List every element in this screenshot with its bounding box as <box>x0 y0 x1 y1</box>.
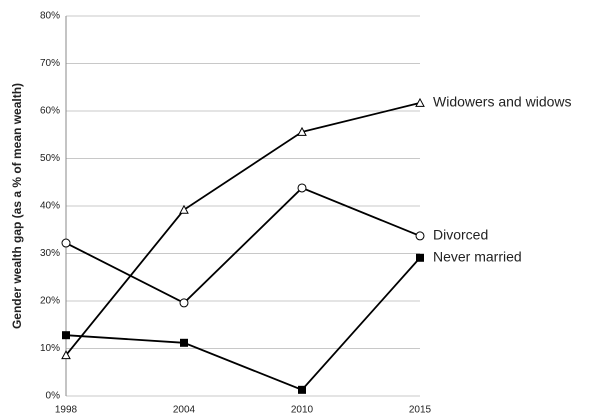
marker <box>61 350 71 360</box>
marker <box>179 204 189 214</box>
series-line <box>65 102 421 356</box>
series-line <box>65 257 421 391</box>
marker <box>297 126 307 136</box>
series-line <box>65 186 421 304</box>
y-tick-label: 70% <box>40 58 60 69</box>
x-tick-label: 2004 <box>173 405 196 416</box>
y-tick-label: 80% <box>40 11 60 22</box>
y-tick-label: 30% <box>40 248 60 259</box>
marker <box>415 231 425 241</box>
marker <box>416 253 424 262</box>
marker <box>415 97 425 107</box>
y-tick-label: 20% <box>40 296 60 307</box>
x-tick-label: 2010 <box>291 405 314 416</box>
marker <box>298 385 306 394</box>
x-tick-label: 2015 <box>409 405 432 416</box>
x-tick-label: 1998 <box>55 405 78 416</box>
marker <box>179 298 189 308</box>
marker <box>62 331 70 340</box>
y-tick-label: 10% <box>40 343 60 354</box>
y-tick-label: 60% <box>40 106 60 117</box>
y-axis-label: Gender wealth gap (as a % of mean wealth… <box>10 83 24 329</box>
series-label: Never married <box>433 248 522 264</box>
marker <box>61 238 71 248</box>
y-tick-label: 40% <box>40 201 60 212</box>
y-tick-label: 0% <box>46 391 61 402</box>
y-tick-label: 50% <box>40 153 60 164</box>
marker <box>180 338 188 347</box>
marker <box>297 183 307 193</box>
series-label: Widowers and widows <box>433 94 572 110</box>
series-label: Divorced <box>433 227 488 243</box>
